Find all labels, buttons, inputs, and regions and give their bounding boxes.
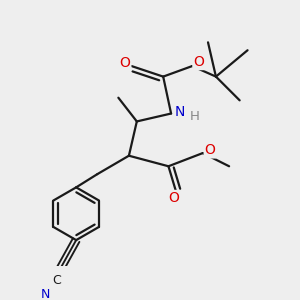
Text: O: O	[168, 191, 179, 205]
Text: N: N	[175, 105, 185, 119]
Text: H: H	[190, 110, 200, 123]
Text: C: C	[52, 274, 61, 287]
Text: O: O	[119, 56, 130, 70]
Text: O: O	[193, 55, 204, 69]
Text: O: O	[205, 143, 216, 158]
Text: N: N	[41, 288, 50, 300]
